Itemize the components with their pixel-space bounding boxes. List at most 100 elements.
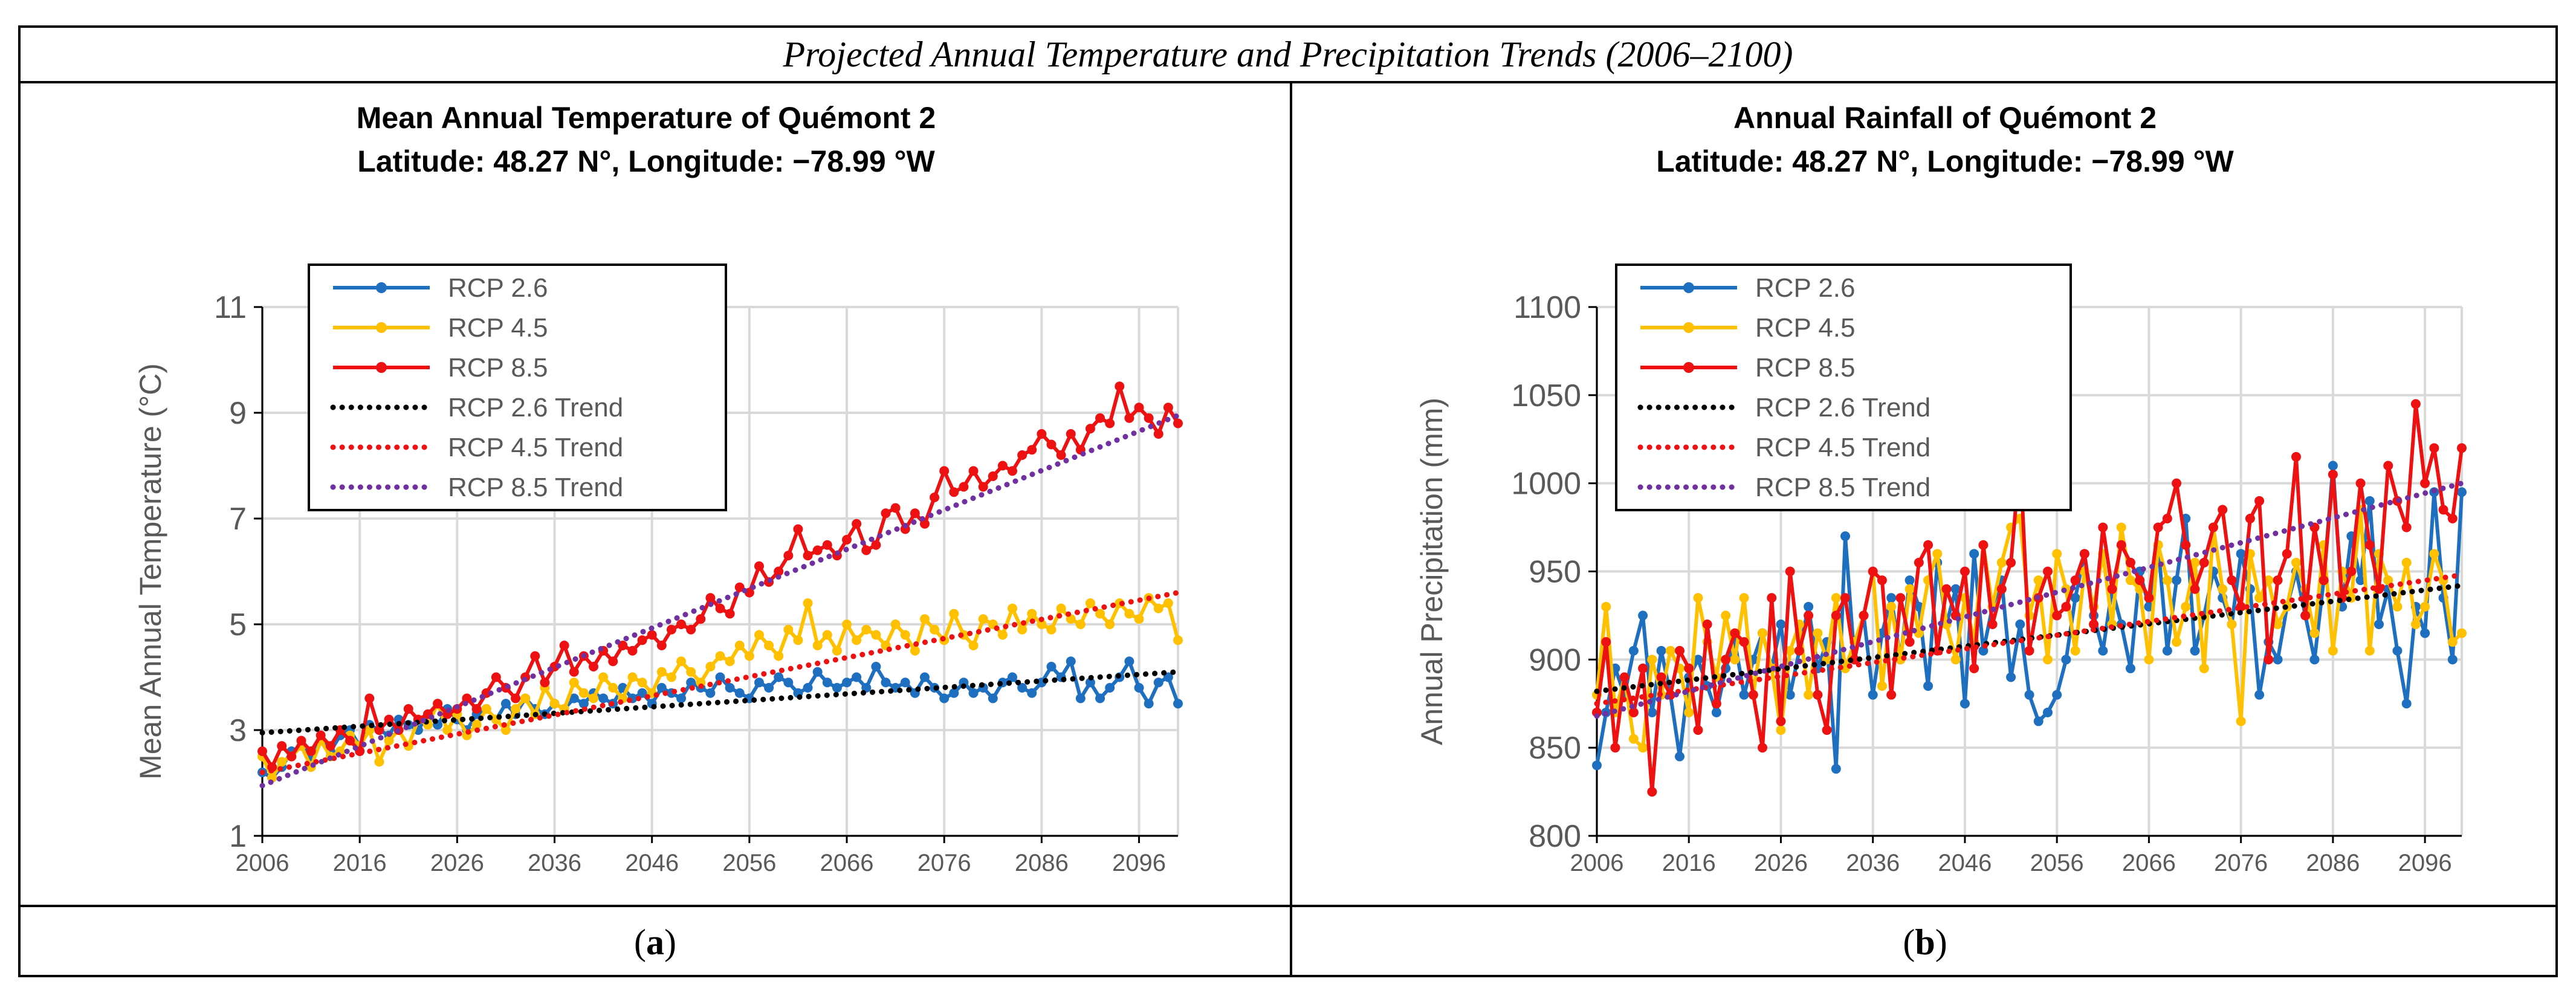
chart-a-series-rcp-8-5-point bbox=[462, 693, 472, 703]
chart-b-series-rcp-2-6-point bbox=[2015, 619, 2025, 629]
chart-b-series-rcp-4-5-point bbox=[2364, 645, 2375, 656]
chart-b-series-rcp-2-6-point bbox=[2273, 655, 2283, 665]
chart-b-series-rcp-4-5-point bbox=[1739, 593, 1749, 603]
chart-a-series-rcp-4-5-point bbox=[1124, 609, 1134, 619]
chart-b-series-rcp-8-5-point bbox=[2291, 451, 2301, 462]
chart-a-series-rcp-2-6-point bbox=[1085, 677, 1095, 688]
chart-a-series-rcp-2-6-point bbox=[939, 693, 950, 703]
chart-a-series-rcp-4-5-point bbox=[852, 635, 862, 645]
chart-b-series-rcp-4-5-point bbox=[2447, 637, 2458, 647]
chart-a-series-rcp-8-5-point bbox=[569, 667, 579, 677]
chart-a-series-rcp-4-5-point bbox=[832, 645, 842, 656]
chart-b-series-rcp-4-5-point bbox=[1647, 655, 1657, 665]
chart-a-series-rcp-4-5-point bbox=[910, 645, 920, 656]
chart-b-series-rcp-8-5-point bbox=[2125, 557, 2135, 568]
chart-a-series-rcp-8-5-point bbox=[530, 651, 540, 661]
chart-a-legend-rcp-2-6-label: RCP 2.6 bbox=[448, 273, 548, 303]
chart-a-subtitle: Latitude: 48.27 N°, Longitude: −78.99 °W bbox=[357, 144, 935, 178]
chart-a-series-rcp-4-5-point bbox=[812, 641, 823, 650]
chart-b-series-rcp-8-5-point bbox=[1904, 637, 1915, 647]
chart-b-series-rcp-2-6-point bbox=[2392, 645, 2403, 656]
chart-a-series-rcp-2-6-point bbox=[705, 688, 716, 698]
chart-b-series-rcp-2-6-point bbox=[1693, 655, 1703, 665]
chart-a-series-rcp-2-6-point bbox=[1095, 693, 1105, 703]
chart-a-series-rcp-4-5-point bbox=[793, 635, 803, 645]
chart-b-series-rcp-4-5-trend-line bbox=[1594, 572, 2465, 707]
chart-a-legend-rcp-8-5-marker bbox=[376, 362, 387, 373]
chart-a-series-rcp-8-5-point bbox=[783, 551, 794, 561]
figure-frame: Projected Annual Temperature and Precipi… bbox=[18, 25, 2558, 977]
chart-a-series-rcp-2-6-point bbox=[1027, 688, 1037, 698]
chart-b-ytick-label: 850 bbox=[1529, 731, 1581, 766]
chart-b-series-rcp-8-5-point bbox=[1656, 672, 1666, 682]
chart-b-series-rcp-4-5-point bbox=[1804, 690, 1814, 700]
chart-b-series-rcp-8-5-point bbox=[1619, 672, 1629, 682]
chart-a-series-rcp-8-5-point bbox=[588, 662, 598, 671]
chart-b-series-rcp-4-5-point bbox=[2457, 628, 2467, 638]
chart-a-series-rcp-4-5-point bbox=[890, 619, 901, 629]
chart-a-series-rcp-2-6-point bbox=[988, 693, 998, 703]
chart-a-series-rcp-4-5-point bbox=[656, 667, 667, 677]
chart-a-series-rcp-2-6-point bbox=[968, 688, 979, 698]
chart-a-series-rcp-8-5-point bbox=[286, 751, 297, 762]
chart-a-series-rcp-2-6-point bbox=[1066, 656, 1076, 667]
chart-a-series-rcp-8-5-point bbox=[871, 540, 881, 550]
chart-b-series-rcp-8-5-point bbox=[2355, 478, 2366, 488]
chart-a-series-rcp-4-5-point bbox=[676, 656, 687, 667]
chart-b-series-rcp-8-5-point bbox=[1877, 575, 1887, 586]
chart-a-series-rcp-8-5-point bbox=[1173, 418, 1183, 428]
chart-b-legend-rcp-4-5-label: RCP 4.5 bbox=[1755, 313, 1856, 343]
chart-b-series-rcp-8-5-point bbox=[1684, 663, 1694, 673]
chart-a-ytick-label: 7 bbox=[229, 502, 247, 537]
chart-b-series-rcp-2-6-point bbox=[1656, 645, 1666, 656]
chart-b-series-rcp-2-6-point bbox=[1647, 707, 1657, 717]
chart-b-series-rcp-2-6-point bbox=[1638, 610, 1648, 621]
chart-a-series-rcp-8-5-point bbox=[1124, 413, 1134, 423]
chart-b-series-rcp-8-5-point bbox=[2254, 496, 2265, 506]
chart-b-series-rcp-4-5-point bbox=[2042, 655, 2053, 665]
chart-a-series-rcp-2-6-point bbox=[1153, 677, 1163, 688]
chart-a-series-rcp-4-5-point bbox=[520, 693, 531, 703]
chart-a-series-rcp-2-6-point bbox=[1173, 699, 1183, 709]
chart-b-series-rcp-4-5-point bbox=[1932, 549, 1943, 559]
chart-b-series-rcp-8-5-point bbox=[2079, 549, 2089, 559]
chart-a-series-rcp-8-5-point bbox=[1056, 450, 1066, 460]
chart-a-series-rcp-4-5-point bbox=[997, 630, 1008, 640]
chart-a-series-rcp-8-5-point bbox=[608, 656, 618, 667]
chart-a-series-rcp-8-5-point bbox=[715, 603, 725, 613]
chart-b-series-rcp-8-5-point bbox=[2153, 522, 2163, 532]
chart-b-series-rcp-4-5-point bbox=[2328, 645, 2338, 656]
chart-b-series-rcp-8-5-point bbox=[1767, 593, 1777, 603]
chart-b-series-rcp-8-5-point bbox=[1610, 743, 1620, 753]
chart-a-xtick-label: 2016 bbox=[333, 850, 387, 876]
chart-b-legend-rcp-8-5-trend-label: RCP 8.5 Trend bbox=[1755, 473, 1930, 502]
horizontal-divider bbox=[21, 905, 2555, 907]
chart-b-series-rcp-4-5-point bbox=[2264, 575, 2274, 586]
chart-b-series-rcp-4-5-point bbox=[1996, 557, 2007, 568]
chart-b-series-rcp-2-6-point bbox=[2457, 487, 2467, 497]
chart-a-series-rcp-4-5-point bbox=[1008, 603, 1018, 613]
chart-a-xtick-label: 2056 bbox=[722, 850, 776, 876]
chart-b-series-rcp-8-5-point bbox=[1978, 540, 1989, 550]
chart-b-series-rcp-4-5-point bbox=[1904, 584, 1915, 594]
chart-b-series-rcp-4-5-point bbox=[2420, 601, 2430, 612]
chart-b-series-rcp-2-6-point bbox=[2070, 593, 2080, 603]
chart-b-series-rcp-4-5-point bbox=[1638, 743, 1648, 753]
chart-a-series-rcp-8-5-point bbox=[1046, 439, 1057, 450]
caption-b-letter: b bbox=[1915, 922, 1935, 962]
chart-a-series-rcp-4-5-point bbox=[277, 757, 287, 767]
chart-b-legend-rcp-8-5-label: RCP 8.5 bbox=[1755, 353, 1856, 383]
chart-b-series-rcp-8-5-point bbox=[1638, 663, 1648, 673]
chart-a-xtick-label: 2026 bbox=[430, 850, 484, 876]
chart-b-series-rcp-4-5-point bbox=[2254, 593, 2265, 603]
chart-b-series-rcp-8-5-point bbox=[2264, 655, 2274, 665]
chart-b-series-rcp-4-5-point bbox=[1665, 645, 1675, 656]
chart-a-temperature: Mean Annual Temperature of Quémont 2 Lati… bbox=[134, 101, 1183, 876]
chart-a-series-rcp-2-6-point bbox=[803, 683, 813, 693]
chart-b-series-rcp-4-5-point bbox=[2227, 619, 2237, 629]
chart-b-series-rcp-2-6-point bbox=[2374, 619, 2384, 629]
chart-b-series-rcp-2-6-point bbox=[2364, 496, 2375, 506]
chart-b-series-rcp-8-5-point bbox=[2227, 575, 2237, 586]
chart-a-legend-rcp-2-6-trend-label: RCP 2.6 Trend bbox=[448, 393, 623, 422]
chart-a-series-rcp-2-6-point bbox=[569, 693, 579, 703]
